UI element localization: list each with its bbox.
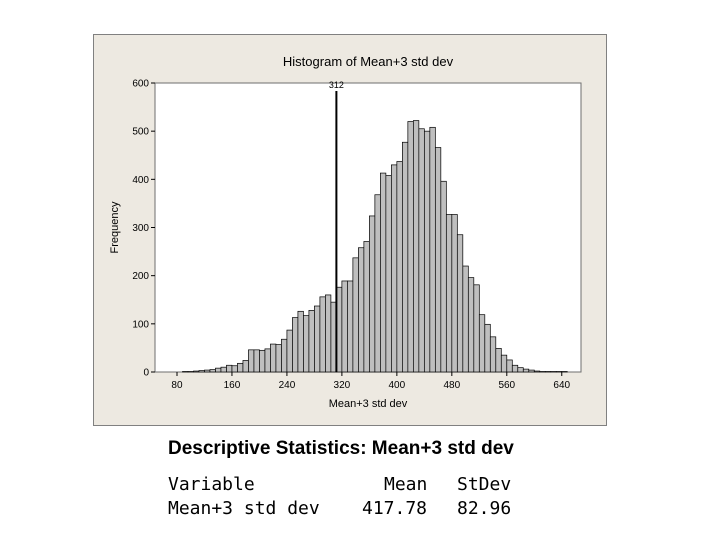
stats-header-variable: Variable bbox=[168, 474, 255, 495]
histogram-bar bbox=[226, 364, 233, 373]
x-tick-label: 80 bbox=[171, 380, 183, 391]
histogram-bar bbox=[237, 362, 244, 373]
histogram-bar bbox=[358, 247, 365, 373]
y-tick-label: 100 bbox=[132, 319, 149, 330]
histogram-bar bbox=[220, 366, 227, 373]
y-tick-label: 600 bbox=[132, 79, 149, 90]
x-tick-label: 240 bbox=[279, 380, 296, 391]
histogram-bar bbox=[495, 348, 502, 373]
histogram-bar bbox=[242, 360, 249, 373]
histogram-bar bbox=[259, 349, 266, 373]
histogram-chart: Histogram of Mean+3 std dev 312 0 100 200 300… bbox=[93, 34, 607, 426]
histogram-bar bbox=[369, 215, 376, 373]
histogram-bar bbox=[484, 323, 491, 373]
histogram-bar bbox=[456, 234, 464, 373]
stats-row-stdev: 82.96 bbox=[457, 498, 512, 519]
histogram-bar bbox=[303, 315, 310, 373]
histogram-bar bbox=[391, 164, 398, 373]
histogram-bar bbox=[352, 257, 359, 373]
histogram-bar bbox=[533, 370, 541, 373]
chart-title: Histogram of Mean+3 std dev bbox=[283, 54, 454, 69]
histogram-bar bbox=[275, 344, 282, 373]
histogram-bar bbox=[215, 367, 222, 373]
histogram-bar bbox=[396, 161, 403, 373]
histogram-bar bbox=[374, 194, 381, 373]
chart-canvas: Histogram of Mean+3 std dev 312 0 100 200 300… bbox=[93, 34, 607, 426]
histogram-bar bbox=[451, 214, 458, 373]
histogram-bar bbox=[380, 172, 387, 373]
x-tick-label: 400 bbox=[389, 380, 406, 391]
histogram-bar bbox=[308, 309, 315, 373]
histogram-bar bbox=[418, 128, 425, 373]
stats-row-mean: 417.78 bbox=[362, 498, 428, 519]
histogram-bar bbox=[209, 369, 216, 373]
histogram-bar bbox=[347, 280, 354, 373]
histogram-bar bbox=[528, 369, 535, 373]
histogram-bar bbox=[511, 364, 519, 373]
histogram-bar bbox=[445, 214, 453, 373]
histogram-bar bbox=[434, 147, 442, 373]
histogram-bar bbox=[522, 368, 530, 373]
histogram-bar bbox=[231, 365, 238, 373]
x-tick-label: 640 bbox=[553, 380, 570, 391]
histogram-bar bbox=[385, 175, 392, 373]
y-tick-label: 200 bbox=[132, 271, 149, 282]
histogram-bar bbox=[473, 284, 480, 373]
histogram-bar bbox=[270, 343, 277, 373]
x-tick-label: 320 bbox=[334, 380, 351, 391]
histogram-bar bbox=[314, 305, 321, 373]
histogram-bar bbox=[292, 317, 299, 373]
histogram-bar bbox=[297, 310, 304, 373]
y-tick-label: 400 bbox=[132, 175, 149, 186]
histogram-bar bbox=[363, 241, 370, 373]
histogram-bar bbox=[286, 329, 293, 373]
x-tick-label: 160 bbox=[224, 380, 241, 391]
histogram-bar bbox=[440, 180, 447, 373]
y-tick-label: 500 bbox=[132, 127, 149, 138]
histogram-bar bbox=[467, 277, 475, 373]
x-axis-label: Mean+3 std dev bbox=[329, 398, 408, 410]
histogram-bar bbox=[319, 296, 326, 373]
histogram-bar bbox=[423, 130, 431, 373]
y-tick-label: 300 bbox=[132, 223, 149, 234]
histogram-bar bbox=[500, 354, 508, 373]
histogram-bar bbox=[325, 294, 332, 373]
histogram-bar bbox=[193, 370, 200, 373]
y-axis-label: Frequency bbox=[109, 201, 121, 253]
histogram-bar bbox=[506, 359, 513, 373]
histogram-bar bbox=[478, 314, 486, 373]
histogram-bar bbox=[402, 141, 409, 373]
histogram-bar bbox=[264, 348, 271, 373]
x-tick-label: 480 bbox=[443, 380, 460, 391]
histogram-bar bbox=[281, 338, 288, 373]
stats-heading: Descriptive Statistics: Mean+3 std dev bbox=[168, 438, 514, 459]
stats-header-mean: Mean bbox=[384, 474, 428, 495]
reference-line-label: 312 bbox=[329, 80, 344, 90]
histogram-bar bbox=[429, 126, 436, 373]
histogram-bar bbox=[341, 280, 348, 373]
histogram-bar bbox=[248, 349, 255, 373]
histogram-bar bbox=[517, 367, 524, 373]
stats-row-variable: Mean+3 std dev bbox=[168, 498, 320, 519]
histogram-bar bbox=[489, 336, 497, 373]
histogram-bar bbox=[407, 121, 414, 373]
histogram-bar bbox=[198, 370, 205, 373]
y-tick-label: 0 bbox=[143, 368, 149, 379]
x-tick-label: 560 bbox=[498, 380, 515, 391]
histogram-bar bbox=[253, 349, 260, 373]
histogram-bar bbox=[204, 369, 211, 373]
histogram-bar bbox=[462, 265, 469, 373]
stats-header-stdev: StDev bbox=[457, 474, 512, 495]
histogram-bar bbox=[412, 120, 420, 373]
